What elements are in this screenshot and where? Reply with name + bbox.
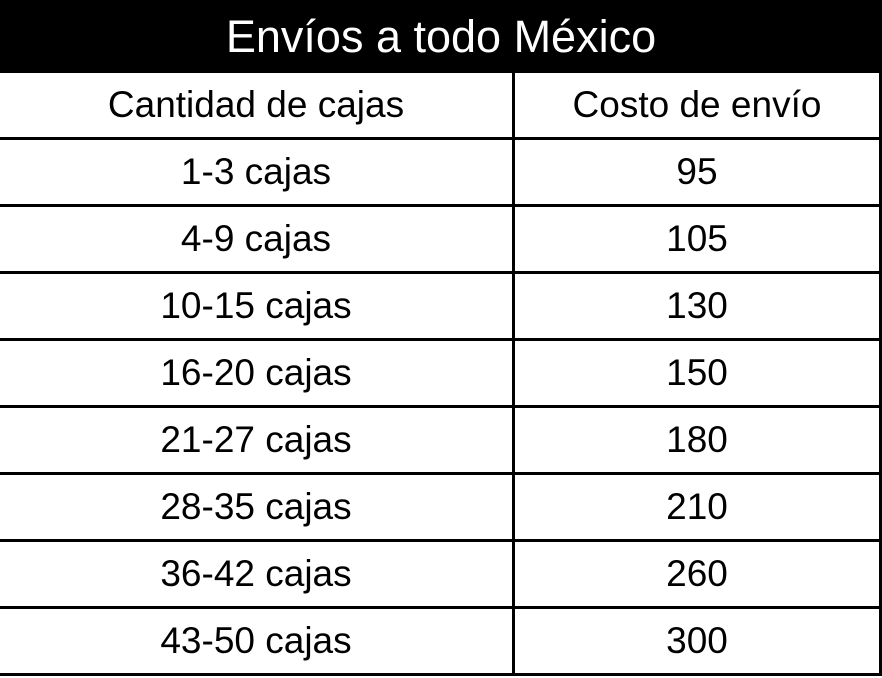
shipping-cost-cell: 95 — [676, 151, 718, 192]
table-row: 16-20 cajas 150 — [0, 341, 879, 408]
table-row: 28-35 cajas 210 — [0, 475, 879, 542]
box-quantity-cell: 10-15 cajas — [0, 274, 515, 338]
shipping-cost-cell: 300 — [666, 620, 728, 661]
table-title: Envíos a todo México — [0, 0, 882, 73]
box-quantity-cell: 28-35 cajas — [0, 475, 515, 539]
shipping-cost-cell: 260 — [666, 553, 728, 594]
box-quantity-cell: 43-50 cajas — [0, 609, 515, 673]
table-row: 1-3 cajas 95 — [0, 140, 879, 207]
shipping-cost-cell: 130 — [666, 285, 728, 326]
shipping-cost-cell: 210 — [666, 486, 728, 527]
table-row: 36-42 cajas 260 — [0, 542, 879, 609]
shipping-cost-cell: 150 — [666, 352, 728, 393]
box-quantity-cell: 16-20 cajas — [0, 341, 515, 405]
table-row: 21-27 cajas 180 — [0, 408, 879, 475]
box-quantity-cell: 1-3 cajas — [0, 140, 515, 204]
shipping-table: Cantidad de cajas Costo de envío 1-3 caj… — [0, 73, 882, 676]
table-row: 10-15 cajas 130 — [0, 274, 879, 341]
shipping-cost-cell: 180 — [666, 419, 728, 460]
box-quantity-cell: 21-27 cajas — [0, 408, 515, 472]
column-header-boxes: Cantidad de cajas — [0, 73, 515, 137]
shipping-cost-cell: 105 — [666, 218, 728, 259]
box-quantity-cell: 4-9 cajas — [0, 207, 515, 271]
table-row: 4-9 cajas 105 — [0, 207, 879, 274]
box-quantity-cell: 36-42 cajas — [0, 542, 515, 606]
table-header-row: Cantidad de cajas Costo de envío — [0, 73, 879, 140]
column-header-cost: Costo de envío — [572, 84, 822, 125]
table-row: 43-50 cajas 300 — [0, 609, 879, 676]
